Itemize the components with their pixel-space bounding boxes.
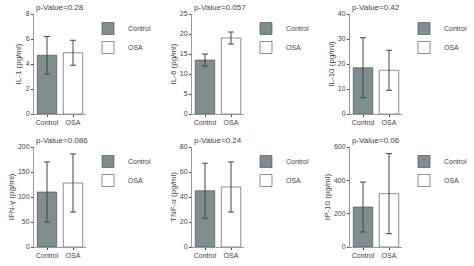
svg-text:Control: Control	[36, 119, 59, 126]
svg-text:0: 0	[342, 110, 346, 117]
svg-text:Control: Control	[128, 25, 151, 32]
svg-text:10: 10	[180, 70, 188, 77]
svg-text:600: 600	[334, 143, 346, 150]
svg-text:OSA: OSA	[382, 119, 397, 126]
svg-text:Control: Control	[444, 158, 467, 165]
svg-text:OSA: OSA	[286, 177, 301, 184]
svg-text:IP-10 (pg/ml): IP-10 (pg/ml)	[323, 174, 332, 221]
svg-text:Control: Control	[194, 252, 217, 259]
svg-text:2: 2	[26, 85, 30, 92]
svg-text:OSA: OSA	[444, 177, 459, 184]
svg-text:Control: Control	[444, 25, 467, 32]
svg-text:p-Value=0.24: p-Value=0.24	[194, 136, 242, 145]
svg-text:OSA: OSA	[66, 119, 81, 126]
svg-text:4: 4	[26, 60, 30, 67]
svg-text:IL-1 (pg/ml): IL-1 (pg/ml)	[14, 43, 23, 84]
svg-text:Control: Control	[128, 158, 151, 165]
svg-text:OSA: OSA	[444, 44, 459, 51]
svg-text:400: 400	[334, 177, 346, 184]
svg-text:15: 15	[180, 50, 188, 57]
svg-text:80: 80	[180, 143, 188, 150]
svg-text:0: 0	[184, 110, 188, 117]
svg-text:p-Value=0.28: p-Value=0.28	[36, 3, 84, 12]
svg-text:0: 0	[184, 243, 188, 250]
svg-text:Control: Control	[352, 252, 375, 259]
svg-text:200: 200	[18, 143, 30, 150]
svg-text:20: 20	[180, 30, 188, 37]
svg-text:50: 50	[22, 218, 30, 225]
svg-text:p-Value=0.42: p-Value=0.42	[352, 3, 400, 12]
svg-text:25: 25	[180, 10, 188, 17]
svg-text:6: 6	[26, 35, 30, 42]
svg-text:30: 30	[338, 35, 346, 42]
svg-text:p-Value=0.086: p-Value=0.086	[36, 136, 88, 145]
svg-text:20: 20	[180, 218, 188, 225]
svg-text:OSA: OSA	[128, 177, 143, 184]
svg-text:OSA: OSA	[224, 119, 239, 126]
svg-text:200: 200	[334, 210, 346, 217]
svg-text:IL-6 (pg/ml): IL-6 (pg/ml)	[169, 43, 178, 84]
svg-text:p-Value=0.057: p-Value=0.057	[194, 3, 246, 12]
svg-text:OSA: OSA	[66, 252, 81, 259]
svg-text:Control: Control	[286, 158, 309, 165]
svg-text:IL-10 (pg/ml): IL-10 (pg/ml)	[327, 41, 336, 87]
svg-text:8: 8	[26, 10, 30, 17]
svg-text:0: 0	[26, 243, 30, 250]
svg-text:OSA: OSA	[224, 252, 239, 259]
svg-text:OSA: OSA	[382, 252, 397, 259]
svg-text:IFN-γ (pg/ml): IFN-γ (pg/ml)	[7, 173, 16, 220]
svg-text:40: 40	[180, 193, 188, 200]
svg-text:20: 20	[338, 60, 346, 67]
svg-text:OSA: OSA	[128, 44, 143, 51]
svg-text:Control: Control	[194, 119, 217, 126]
svg-text:10: 10	[338, 85, 346, 92]
svg-text:40: 40	[338, 10, 346, 17]
svg-text:60: 60	[180, 168, 188, 175]
svg-text:Control: Control	[286, 25, 309, 32]
svg-text:Control: Control	[36, 252, 59, 259]
svg-text:p-Value=0.06: p-Value=0.06	[352, 136, 400, 145]
svg-text:100: 100	[18, 193, 30, 200]
svg-text:0: 0	[26, 110, 30, 117]
svg-text:Control: Control	[352, 119, 375, 126]
svg-text:150: 150	[18, 168, 30, 175]
svg-text:0: 0	[342, 243, 346, 250]
svg-text:OSA: OSA	[286, 44, 301, 51]
svg-text:5: 5	[184, 90, 188, 97]
svg-text:TNF-α (pg/ml): TNF-α (pg/ml)	[169, 172, 178, 222]
